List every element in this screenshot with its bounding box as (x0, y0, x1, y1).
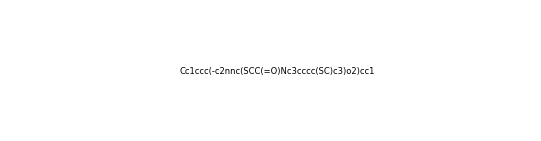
Text: Cc1ccc(-c2nnc(SCC(=O)Nc3cccc(SC)c3)o2)cc1: Cc1ccc(-c2nnc(SCC(=O)Nc3cccc(SC)c3)o2)cc… (180, 67, 375, 76)
